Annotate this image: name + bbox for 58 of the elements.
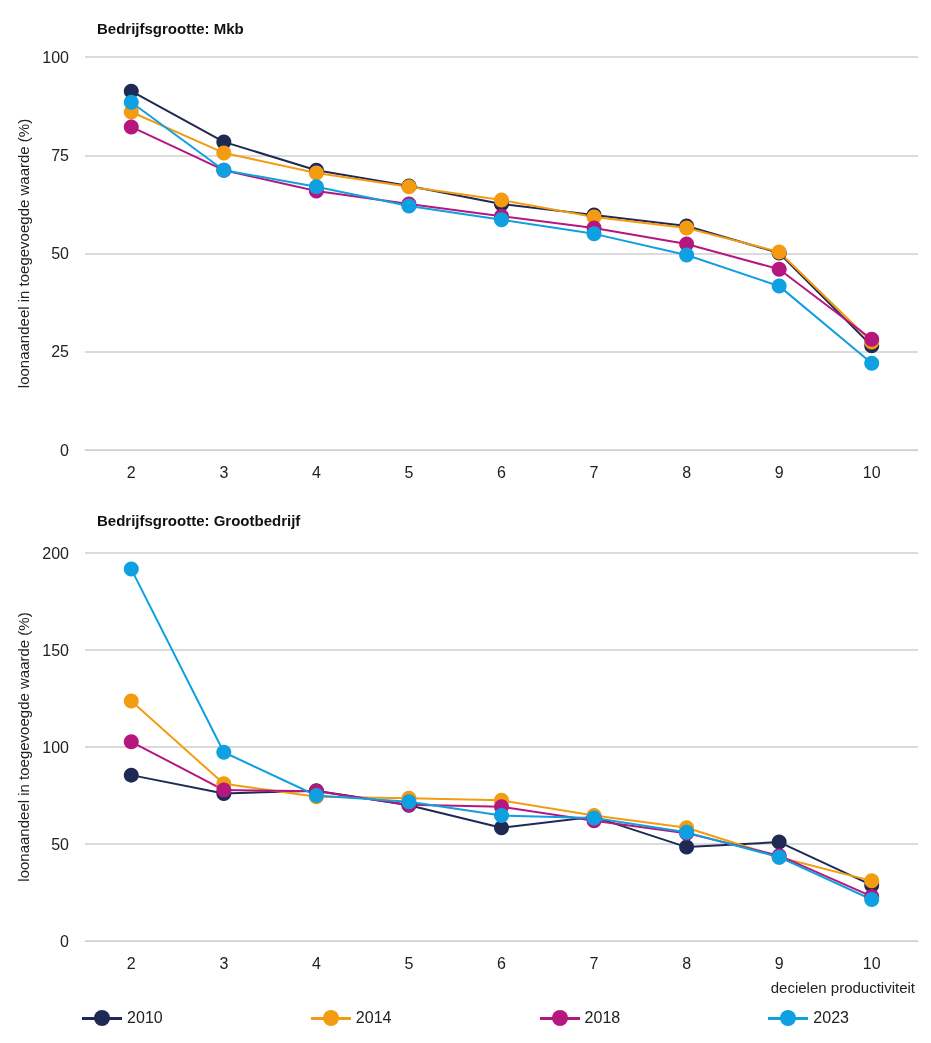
- legend-label: 2010: [127, 1009, 163, 1027]
- x-tick-label: 7: [589, 463, 599, 481]
- point: [494, 807, 509, 823]
- point: [771, 278, 787, 294]
- point: [216, 145, 232, 161]
- point: [494, 192, 509, 208]
- y-tick-label: 50: [51, 245, 70, 262]
- y-axis-title: loonaandeel in toegevoegde waarde (%): [15, 118, 33, 389]
- y-tick-label: 25: [51, 343, 70, 361]
- y-tick-label: 100: [42, 48, 70, 66]
- point: [864, 355, 880, 371]
- legend-label: 2018: [584, 1009, 621, 1027]
- y-tick-label: 50: [51, 835, 70, 853]
- x-tick-label: 2: [126, 954, 136, 972]
- point: [123, 693, 139, 709]
- point: [123, 119, 139, 135]
- point: [586, 226, 602, 242]
- x-tick-label: 3: [219, 954, 229, 972]
- x-tick-label: 5: [404, 463, 414, 481]
- point: [308, 179, 324, 195]
- legend-label: 2014: [355, 1009, 392, 1027]
- point: [123, 94, 139, 110]
- x-tick-label: 9: [774, 463, 784, 481]
- x-tick-label: 8: [682, 954, 692, 972]
- x-tick-label: 3: [219, 463, 229, 481]
- point: [864, 873, 880, 889]
- point: [771, 261, 787, 277]
- point: [123, 561, 139, 577]
- legend-label: 2023: [813, 1009, 849, 1027]
- point: [216, 782, 232, 798]
- y-tick-label: 150: [42, 641, 70, 659]
- y-tick-label: 0: [60, 932, 70, 950]
- x-tick-label: 6: [497, 463, 507, 481]
- x-tick-label: 4: [311, 463, 321, 481]
- x-tick-label: 4: [311, 954, 321, 972]
- x-tick-label: 8: [682, 463, 692, 481]
- x-tick-label: 10: [862, 954, 881, 972]
- x-tick-label: 7: [589, 954, 599, 972]
- point: [123, 767, 139, 783]
- x-tick-label: 9: [774, 954, 784, 972]
- chart-title: Bedrijfsgrootte: Mkb: [97, 20, 244, 37]
- x-tick-label: 5: [404, 954, 414, 972]
- point: [771, 834, 787, 850]
- chart-title: Bedrijfsgrootte: Grootbedrijf: [97, 512, 302, 529]
- point: [679, 839, 695, 855]
- y-tick-label: 0: [60, 441, 70, 459]
- y-tick-label: 200: [42, 544, 70, 562]
- y-axis-title: loonaandeel in toegevoegde waarde (%): [15, 612, 33, 882]
- x-tick-label: 2: [126, 463, 136, 481]
- point: [123, 734, 139, 750]
- point: [494, 212, 509, 228]
- x-tick-label: 10: [862, 463, 881, 481]
- y-tick-label: 100: [42, 738, 70, 756]
- point: [679, 247, 695, 263]
- x-tick-label: 6: [497, 954, 507, 972]
- point: [216, 744, 232, 760]
- y-tick-label: 75: [51, 146, 70, 164]
- x-axis-title: decielen productiviteit: [770, 979, 916, 996]
